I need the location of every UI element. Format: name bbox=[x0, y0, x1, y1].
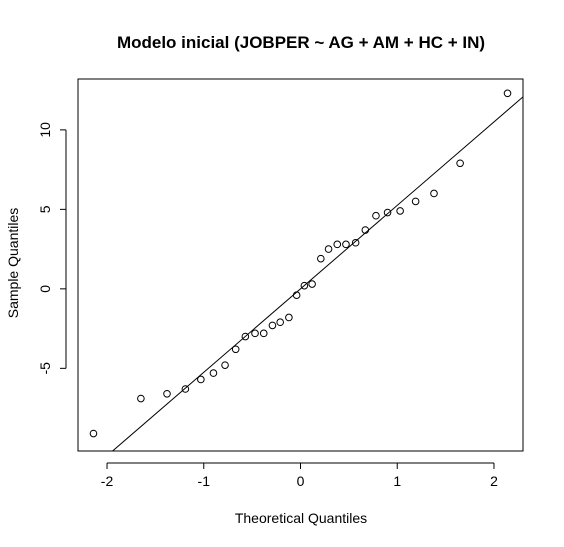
data-point bbox=[292, 291, 301, 300]
y-tick-label: 0 bbox=[37, 285, 53, 293]
data-point bbox=[324, 245, 333, 253]
data-point bbox=[333, 240, 342, 249]
x-tick-label: -2 bbox=[101, 473, 114, 489]
x-tick-label: -1 bbox=[198, 473, 211, 489]
y-tick-label: 5 bbox=[37, 205, 53, 213]
data-point bbox=[251, 329, 259, 338]
y-tick-label: -5 bbox=[37, 362, 53, 375]
x-tick-label: 0 bbox=[297, 473, 305, 489]
data-point bbox=[241, 332, 250, 341]
x-axis: -2 -1 0 1 2 bbox=[101, 462, 498, 489]
data-point bbox=[276, 318, 284, 327]
reference-line-group bbox=[111, 96, 523, 451]
data-point bbox=[137, 394, 145, 403]
data-point bbox=[285, 313, 293, 322]
data-point bbox=[351, 238, 360, 247]
data-point bbox=[268, 321, 277, 330]
data-point bbox=[231, 345, 240, 354]
data-point bbox=[317, 254, 325, 263]
x-tick-label: 1 bbox=[393, 473, 401, 489]
x-tick-label: 2 bbox=[490, 473, 498, 489]
plot-frame bbox=[77, 78, 524, 452]
data-point bbox=[300, 281, 309, 290]
data-point bbox=[221, 361, 229, 369]
data-point bbox=[411, 197, 420, 206]
data-point bbox=[259, 329, 268, 338]
data-point bbox=[181, 385, 190, 393]
data-point bbox=[197, 375, 205, 384]
data-point bbox=[456, 159, 464, 168]
data-point bbox=[396, 207, 404, 215]
data-point bbox=[503, 89, 512, 98]
x-axis-label: Theoretical Quantiles bbox=[235, 510, 367, 526]
data-point bbox=[89, 429, 98, 438]
data-points bbox=[89, 89, 512, 438]
y-axis: -5 0 5 10 bbox=[37, 122, 67, 375]
chart-title: Modelo inicial (JOBPER ~ AG + AM + HC + … bbox=[117, 33, 485, 52]
reference-line bbox=[111, 96, 523, 451]
y-axis-label: Sample Quantiles bbox=[5, 208, 21, 319]
data-point bbox=[383, 208, 392, 217]
y-tick-label: 10 bbox=[37, 122, 53, 138]
data-point bbox=[372, 211, 380, 220]
data-point bbox=[361, 226, 370, 234]
data-point bbox=[209, 369, 218, 377]
data-point bbox=[342, 240, 350, 249]
data-point bbox=[430, 189, 438, 198]
data-point bbox=[308, 280, 316, 288]
data-point bbox=[163, 389, 171, 398]
